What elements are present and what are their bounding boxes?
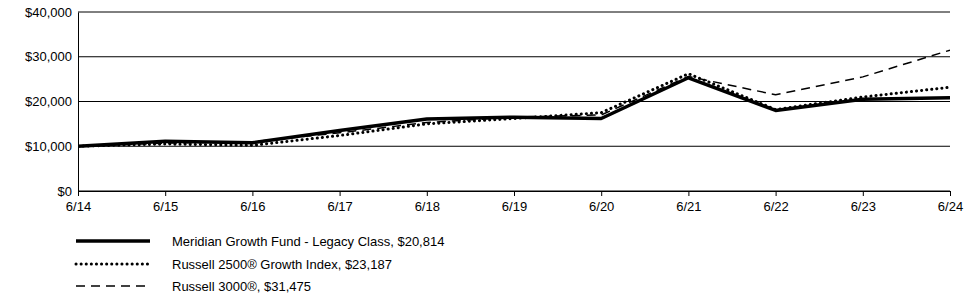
x-tick: 6/17 <box>327 191 352 214</box>
x-tick: 6/15 <box>153 191 178 214</box>
y-tick-label: $10,000 <box>25 139 72 154</box>
x-tick: 6/24 <box>938 191 963 214</box>
x-tick-mark <box>165 191 166 196</box>
y-tick-label: $0 <box>58 184 72 199</box>
series-line <box>78 74 950 146</box>
x-tick-label: 6/18 <box>415 199 440 214</box>
legend-item: Meridian Growth Fund - Legacy Class, $20… <box>76 234 444 249</box>
legend-item: Russell 3000®, $31,475 <box>76 279 311 294</box>
series-line <box>78 78 950 146</box>
x-tick: 6/20 <box>589 191 614 214</box>
x-tick: 6/19 <box>502 191 527 214</box>
x-tick-mark <box>252 191 253 196</box>
y-tick: $30,000 <box>25 49 78 64</box>
y-tick: $20,000 <box>25 94 78 109</box>
x-tick-label: 6/17 <box>327 199 352 214</box>
chart: $0$10,000$20,000$30,000$40,0006/146/156/… <box>0 0 975 304</box>
legend-label: Meridian Growth Fund - Legacy Class, $20… <box>172 234 444 249</box>
legend-label: Russell 3000®, $31,475 <box>172 279 311 294</box>
x-tick: 6/22 <box>763 191 788 214</box>
y-tick-label: $40,000 <box>25 5 72 20</box>
x-tick-label: 6/15 <box>153 199 178 214</box>
legend-swatch <box>76 239 150 243</box>
x-tick-mark <box>601 191 602 196</box>
grid-line <box>78 56 950 57</box>
x-tick-mark <box>688 191 689 196</box>
x-tick-label: 6/21 <box>676 199 701 214</box>
x-tick: 6/18 <box>415 191 440 214</box>
y-axis: $0 $10,000 $20,000 $30,000 $40,000 <box>25 5 79 199</box>
x-tick-mark <box>776 191 777 196</box>
x-tick-label: 6/23 <box>851 199 876 214</box>
y-axis-line <box>78 13 79 192</box>
grid <box>78 12 950 191</box>
x-axis-line <box>79 192 951 197</box>
x-tick-mark <box>340 191 341 196</box>
x-tick-label: 6/16 <box>240 199 265 214</box>
x-tick-label: 6/22 <box>763 199 788 214</box>
legend-label: Russell 2500® Growth Index, $23,187 <box>172 257 392 272</box>
y-tick: $10,000 <box>25 139 78 154</box>
grid-line <box>78 12 950 13</box>
x-tick: 6/14 <box>66 191 91 214</box>
y-tick-label: $30,000 <box>25 49 72 64</box>
x-tick-label: 6/24 <box>938 199 963 214</box>
y-tick: $0 <box>58 184 78 199</box>
legend-item: Russell 2500® Growth Index, $23,187 <box>76 257 392 272</box>
x-tick-mark <box>950 191 951 196</box>
y-tick-label: $20,000 <box>25 94 72 109</box>
series-line <box>78 50 950 146</box>
y-tick: $40,000 <box>25 5 78 20</box>
grid-line <box>78 101 950 102</box>
x-tick: 6/16 <box>240 191 265 214</box>
x-tick-mark <box>78 191 79 196</box>
grid-line <box>78 146 950 147</box>
legend: Meridian Growth Fund - Legacy Class, $20… <box>76 234 444 294</box>
lines <box>78 50 950 146</box>
legend-swatch <box>76 285 150 287</box>
x-tick: 6/23 <box>851 191 876 214</box>
x-axis: 6/14 6/15 6/16 6/17 6/18 6/19 6/20 6/21 6/22 6/23… <box>66 191 963 214</box>
x-tick: 6/21 <box>676 191 701 214</box>
x-tick-mark <box>863 191 864 196</box>
legend-swatch <box>76 263 150 266</box>
x-tick-label: 6/14 <box>66 199 91 214</box>
x-tick-label: 6/20 <box>589 199 614 214</box>
x-tick-label: 6/19 <box>502 199 527 214</box>
x-tick-mark <box>514 191 515 196</box>
x-tick-mark <box>427 191 428 196</box>
